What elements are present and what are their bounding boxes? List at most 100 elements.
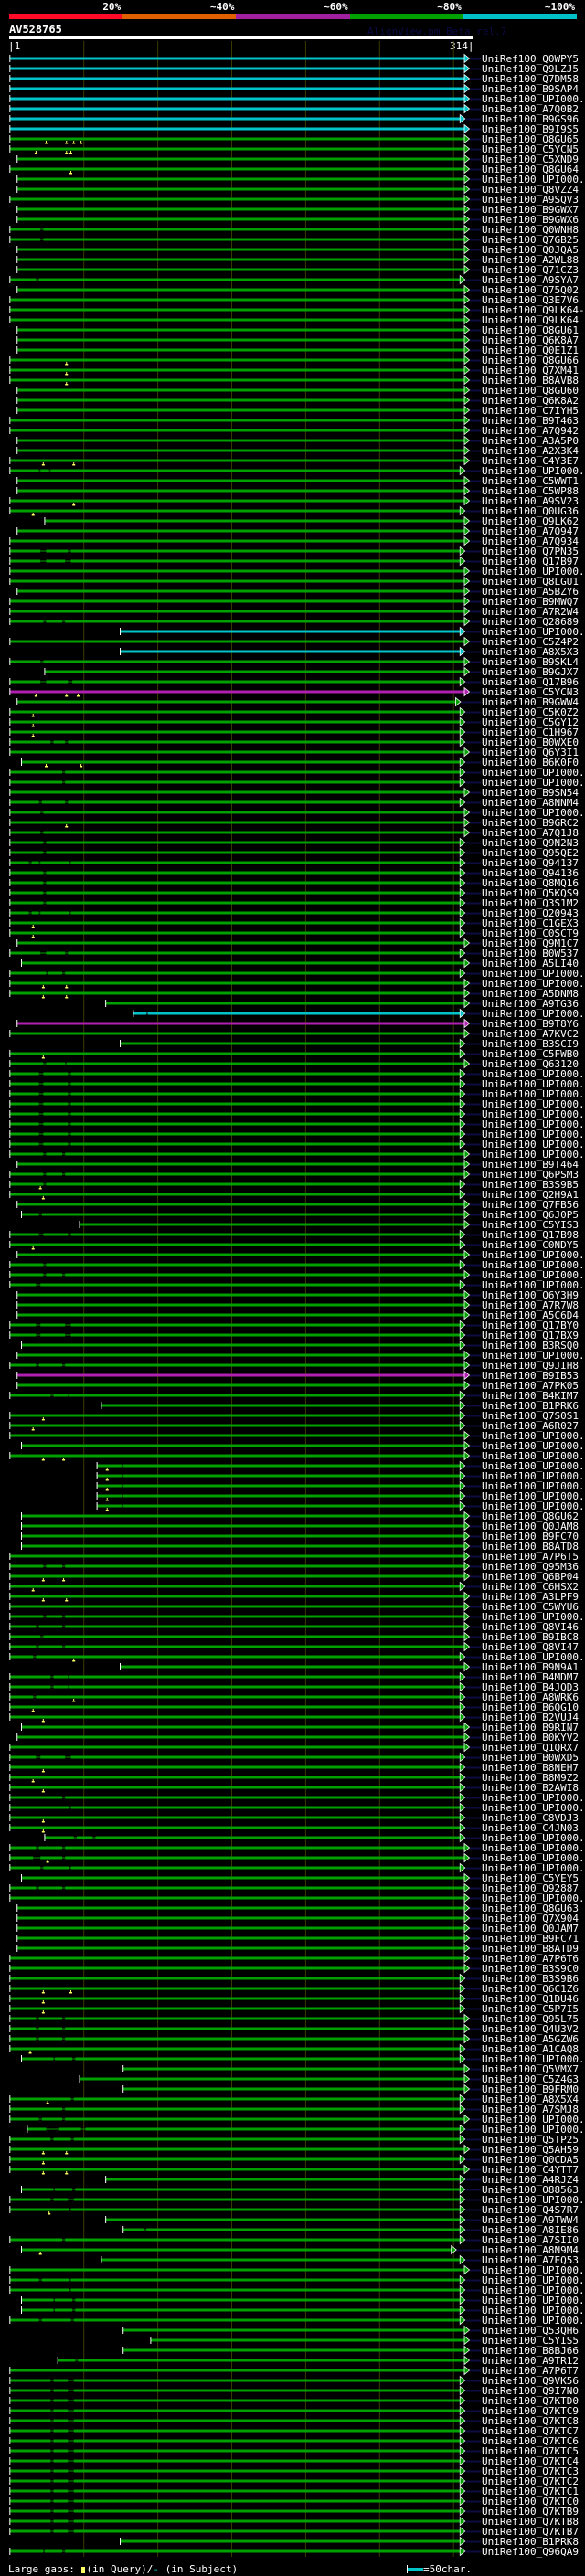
hit-label[interactable]: UniRef100_A5C6D4: [482, 1309, 579, 1321]
hit-label[interactable]: UniRef100_UPI000..: [482, 1128, 585, 1140]
hit-label[interactable]: UniRef100_A7P6T5: [482, 1550, 579, 1563]
hit-label[interactable]: UniRef100_B9SKL4: [482, 655, 579, 668]
hit-label[interactable]: UniRef100_Q8GU62: [482, 1510, 579, 1522]
hit-label[interactable]: UniRef100_Q7KTC3: [482, 2465, 579, 2477]
hit-label[interactable]: UniRef100_B8ATD8: [482, 1540, 579, 1553]
hit-label[interactable]: UniRef100_B3RSQ0: [482, 1339, 579, 1352]
hit-label[interactable]: UniRef100_C5YCN3: [482, 685, 579, 698]
hit-label[interactable]: UniRef100_Q4U3V2: [482, 2022, 579, 2035]
hit-label[interactable]: UniRef100_B3S9B5: [482, 1178, 579, 1191]
hit-label[interactable]: UniRef100_A9SQV3: [482, 193, 579, 206]
hit-label[interactable]: UniRef100_UPI000..: [482, 1077, 585, 1090]
hit-label[interactable]: UniRef100_Q7KTC5: [482, 2444, 579, 2457]
hit-label[interactable]: UniRef100_UPI000..: [482, 1268, 585, 1281]
hit-label[interactable]: UniRef100_B9T8Y6: [482, 1017, 579, 1030]
hit-label[interactable]: UniRef100_A5GZW6: [482, 2032, 579, 2045]
hit-label[interactable]: UniRef100_Q0CDA5: [482, 2153, 579, 2166]
hit-label[interactable]: UniRef100_B9T464: [482, 1158, 579, 1171]
hit-label[interactable]: UniRef100_UPI000..: [482, 1138, 585, 1150]
hit-label[interactable]: UniRef100_Q9JIH8: [482, 1359, 579, 1372]
hit-label[interactable]: UniRef100_UPI000..: [482, 1258, 585, 1271]
hit-label[interactable]: UniRef100_B9GRC2: [482, 816, 579, 829]
hit-label[interactable]: UniRef100_A5DNM8: [482, 987, 579, 1000]
hit-label[interactable]: UniRef100_UPI000..: [482, 806, 585, 819]
hit-label[interactable]: UniRef100_UPI000..: [482, 967, 585, 980]
hit-label[interactable]: UniRef100_A7Q934: [482, 535, 579, 547]
hit-label[interactable]: UniRef100_Q17BX9: [482, 1329, 579, 1341]
hit-label[interactable]: UniRef100_B8AVB8: [482, 374, 579, 387]
hit-label[interactable]: UniRef100_Q7KTC8: [482, 2414, 579, 2427]
hit-label[interactable]: UniRef100_Q7DM58: [482, 72, 579, 85]
hit-label[interactable]: UniRef100_A7P6T7: [482, 2364, 579, 2377]
hit-label[interactable]: UniRef100_B1PRK6: [482, 1399, 579, 1412]
hit-label[interactable]: UniRef100_C5YIS3: [482, 1218, 579, 1231]
hit-label[interactable]: UniRef100_Q94136: [482, 866, 579, 879]
hit-label[interactable]: UniRef100_A2X3K4: [482, 444, 579, 457]
hit-label[interactable]: UniRef100_C5YIS5: [482, 2334, 579, 2347]
hit-label[interactable]: UniRef100_Q7X904: [482, 1912, 579, 1924]
hit-label[interactable]: UniRef100_C8VDJ3: [482, 1811, 579, 1824]
hit-label[interactable]: UniRef100_UPI000..: [482, 1108, 585, 1120]
hit-label[interactable]: UniRef100_Q3E7V6: [482, 293, 579, 306]
hit-label[interactable]: UniRef100_Q6Y3H9: [482, 1288, 579, 1301]
hit-label[interactable]: UniRef100_O88563: [482, 2183, 579, 2196]
hit-label[interactable]: UniRef100_Q8GU63: [482, 1902, 579, 1914]
hit-label[interactable]: UniRef100_A7PK05: [482, 1379, 579, 1392]
hit-label[interactable]: UniRef100_Q6BP04: [482, 1570, 579, 1583]
hit-label[interactable]: UniRef100_B9N9A1: [482, 1660, 579, 1673]
hit-label[interactable]: UniRef100_Q8GU66: [482, 354, 579, 366]
hit-label[interactable]: UniRef100_Q9LZJ5: [482, 62, 579, 75]
hit-label[interactable]: UniRef100_Q8LGU1: [482, 575, 579, 588]
hit-label[interactable]: UniRef100_A8X5X4: [482, 2093, 579, 2105]
hit-label[interactable]: UniRef100_A7Q0B2: [482, 102, 579, 115]
hit-label[interactable]: UniRef100_Q95QE2: [482, 846, 579, 859]
hit-label[interactable]: UniRef100_Q92887: [482, 1882, 579, 1894]
hit-label[interactable]: UniRef100_B8NEH7: [482, 1761, 579, 1774]
hit-label[interactable]: UniRef100_Q17B97: [482, 555, 579, 567]
hit-label[interactable]: UniRef100_A5LI40: [482, 957, 579, 970]
hit-label[interactable]: UniRef100_Q0JAM8: [482, 1520, 579, 1532]
hit-label[interactable]: UniRef100_B4KIM7: [482, 1389, 579, 1402]
hit-label[interactable]: UniRef100_UPI000..: [482, 776, 585, 789]
hit-label[interactable]: UniRef100_UPI000..: [482, 1118, 585, 1130]
hit-label[interactable]: UniRef100_C4JN03: [482, 1821, 579, 1834]
hit-label[interactable]: UniRef100_Q0UG36: [482, 504, 579, 517]
hit-label[interactable]: UniRef100_C4YTT7: [482, 2163, 579, 2176]
hit-label[interactable]: UniRef100_UPI000..: [482, 625, 585, 638]
hit-label[interactable]: UniRef100_Q6Y3I1: [482, 746, 579, 758]
hit-label[interactable]: UniRef100_C5Z4P2: [482, 635, 579, 648]
hit-label[interactable]: UniRef100_B8BJ66: [482, 2344, 579, 2357]
hit-label[interactable]: UniRef100_B9GWX6: [482, 213, 579, 226]
hit-label[interactable]: UniRef100_Q20943: [482, 906, 579, 919]
hit-label[interactable]: UniRef100_Q94137: [482, 856, 579, 869]
hit-label[interactable]: UniRef100_B3S9B6: [482, 1972, 579, 1985]
hit-label[interactable]: UniRef100_UPI000..: [482, 464, 585, 477]
hit-label[interactable]: UniRef100_UPI000..: [482, 1439, 585, 1452]
hit-label[interactable]: UniRef100_Q8GU65: [482, 133, 579, 145]
hit-label[interactable]: UniRef100_Q9LK62: [482, 514, 579, 527]
hit-label[interactable]: UniRef100_B3S9C0: [482, 1962, 579, 1975]
hit-label[interactable]: UniRef100_A7SMJ8: [482, 2103, 579, 2115]
hit-label[interactable]: UniRef100_C0SCT9: [482, 927, 579, 939]
hit-label[interactable]: UniRef100_Q53QH6: [482, 2324, 579, 2337]
hit-label[interactable]: UniRef100_UPI000..: [482, 1278, 585, 1291]
hit-label[interactable]: UniRef100_B8M9Z2: [482, 1771, 579, 1784]
hit-label[interactable]: UniRef100_A9TG36: [482, 997, 579, 1010]
hit-label[interactable]: UniRef100_Q9N2N3: [482, 836, 579, 849]
hit-label[interactable]: UniRef100_UPI000..: [482, 977, 585, 990]
hit-label[interactable]: UniRef100_Q7XM41: [482, 364, 579, 376]
hit-label[interactable]: UniRef100_B9RIN7: [482, 1721, 579, 1733]
hit-label[interactable]: UniRef100_Q7KTC1: [482, 2485, 579, 2497]
hit-label[interactable]: UniRef100_C4Y3E7: [482, 454, 579, 467]
hit-label[interactable]: UniRef100_UPI000..: [482, 2294, 585, 2306]
hit-label[interactable]: UniRef100_A5BZY6: [482, 585, 579, 598]
hit-label[interactable]: UniRef100_B9GS96: [482, 112, 579, 125]
hit-label[interactable]: UniRef100_UPI000..: [482, 1841, 585, 1854]
hit-label[interactable]: UniRef100_Q71CZ3: [482, 263, 579, 276]
hit-label[interactable]: UniRef100_B3SCI9: [482, 1037, 579, 1050]
hit-label[interactable]: UniRef100_Q8VI47: [482, 1640, 579, 1653]
hit-label[interactable]: UniRef100_UPI000..: [482, 1248, 585, 1261]
hit-label[interactable]: UniRef100_Q9VK56: [482, 2374, 579, 2387]
hit-label[interactable]: UniRef100_UPI000..: [482, 1429, 585, 1442]
hit-label[interactable]: UniRef100_C1GEX3: [482, 917, 579, 929]
